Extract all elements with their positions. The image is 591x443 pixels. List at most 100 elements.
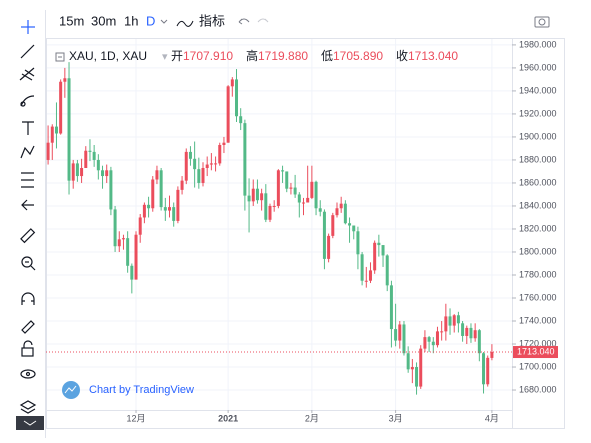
interval-button-active[interactable]: D: [146, 13, 155, 28]
x-tick-label: 4月: [485, 413, 499, 423]
legend-high-label: 高: [246, 48, 258, 63]
candle-body: [260, 193, 264, 201]
brush-tool[interactable]: [20, 95, 35, 107]
candle-body: [469, 327, 473, 339]
candle-body: [306, 197, 310, 203]
candle-body: [67, 78, 71, 181]
candle-body: [473, 330, 477, 339]
layers-tool[interactable]: [19, 400, 37, 414]
candle-body: [180, 180, 184, 190]
ruler-tool[interactable]: [20, 228, 36, 244]
lock-tool[interactable]: [21, 340, 34, 357]
fib-tool[interactable]: [19, 67, 35, 81]
candle-body: [151, 179, 155, 209]
candle-body: [398, 324, 402, 341]
trend-line-tool[interactable]: [20, 44, 35, 59]
candle-body: [482, 353, 486, 385]
candle-body: [243, 123, 247, 196]
legend-collapse[interactable]: [55, 52, 65, 62]
candle-body: [431, 341, 435, 346]
candle-body: [389, 285, 393, 330]
candle-body: [105, 170, 109, 177]
candle-body: [272, 205, 276, 207]
candle-body: [80, 168, 84, 177]
candle-body: [297, 194, 301, 203]
zoom-tool[interactable]: [21, 256, 36, 271]
candle-body: [193, 158, 197, 170]
candle-body: [477, 330, 481, 354]
candle-body: [268, 205, 272, 220]
lock-draw-tool[interactable]: [21, 320, 35, 334]
text-tool[interactable]: [22, 121, 34, 135]
interval-button[interactable]: 15m: [59, 13, 84, 28]
x-tick-label: 12月: [127, 413, 146, 423]
candle-body: [201, 168, 205, 183]
legend-menu[interactable]: ▾: [162, 51, 168, 63]
candle-body: [239, 116, 243, 124]
magnet-tool[interactable]: [21, 292, 35, 305]
candle-body: [435, 331, 439, 346]
legend-low: 1705.890: [333, 49, 383, 63]
chart-frame: [46, 38, 565, 429]
candle-body: [331, 215, 335, 236]
legend-open-label: 开: [171, 49, 183, 63]
y-tick-label: 1760.000: [519, 292, 557, 302]
redo-button[interactable]: [257, 18, 269, 23]
candle-body: [285, 171, 289, 189]
watermark[interactable]: Chart by TradingView: [89, 384, 194, 396]
collapse-button[interactable]: [16, 416, 44, 430]
candle-body: [172, 207, 176, 221]
undo-button[interactable]: [238, 18, 250, 25]
candle-body: [126, 238, 130, 266]
y-tick-label: 1960.000: [519, 62, 557, 72]
y-tick-label: 1920.000: [519, 108, 557, 118]
candle-body: [402, 324, 406, 354]
legend-close-label: 收: [396, 49, 408, 63]
candle-body: [230, 79, 234, 87]
y-tick-label: 1840.000: [519, 200, 557, 210]
candle-body: [406, 353, 410, 370]
candle-body: [440, 331, 444, 333]
candle-body: [456, 315, 460, 324]
prediction-tool[interactable]: [21, 172, 34, 188]
candle-body: [356, 231, 360, 255]
candle-body: [168, 207, 172, 211]
y-tick-label: 1800.000: [519, 246, 557, 256]
y-tick-label: 1680.000: [519, 384, 557, 394]
watermark-logo-mark: [64, 385, 77, 394]
indicators-button[interactable]: 指标: [199, 13, 225, 28]
crosshair-tool[interactable]: [21, 20, 35, 34]
candle-body: [205, 164, 209, 168]
back-tool[interactable]: [21, 199, 34, 211]
candle-body: [113, 209, 117, 247]
candle-body: [235, 79, 239, 117]
candle-body: [255, 188, 259, 201]
candle-body: [46, 142, 50, 160]
candle-body: [461, 323, 465, 336]
pattern-tool[interactable]: [20, 145, 35, 159]
candle-body: [88, 150, 92, 152]
interval-button[interactable]: 1h: [124, 13, 138, 28]
candle-body: [264, 193, 268, 220]
legend-open: 1707.910: [183, 49, 233, 63]
candle-body: [373, 242, 377, 271]
candle-body: [138, 217, 142, 235]
x-tick-label: 3月: [389, 413, 403, 423]
candle-body: [419, 348, 423, 387]
candle-body: [385, 255, 389, 286]
x-tick-label: 2021: [218, 413, 238, 423]
snapshot-button[interactable]: [534, 16, 550, 28]
visibility-tool[interactable]: [20, 369, 36, 379]
candle-body: [59, 81, 63, 134]
interval-button[interactable]: 30m: [91, 13, 116, 28]
y-tick-label: 1820.000: [519, 223, 557, 233]
candle-body: [448, 316, 452, 326]
candle-body: [121, 238, 125, 240]
candle-body: [490, 352, 494, 358]
candle-body: [130, 265, 134, 280]
interval-dropdown[interactable]: [160, 19, 168, 24]
collapse-arrow: [23, 420, 37, 426]
candle-body: [54, 126, 58, 134]
